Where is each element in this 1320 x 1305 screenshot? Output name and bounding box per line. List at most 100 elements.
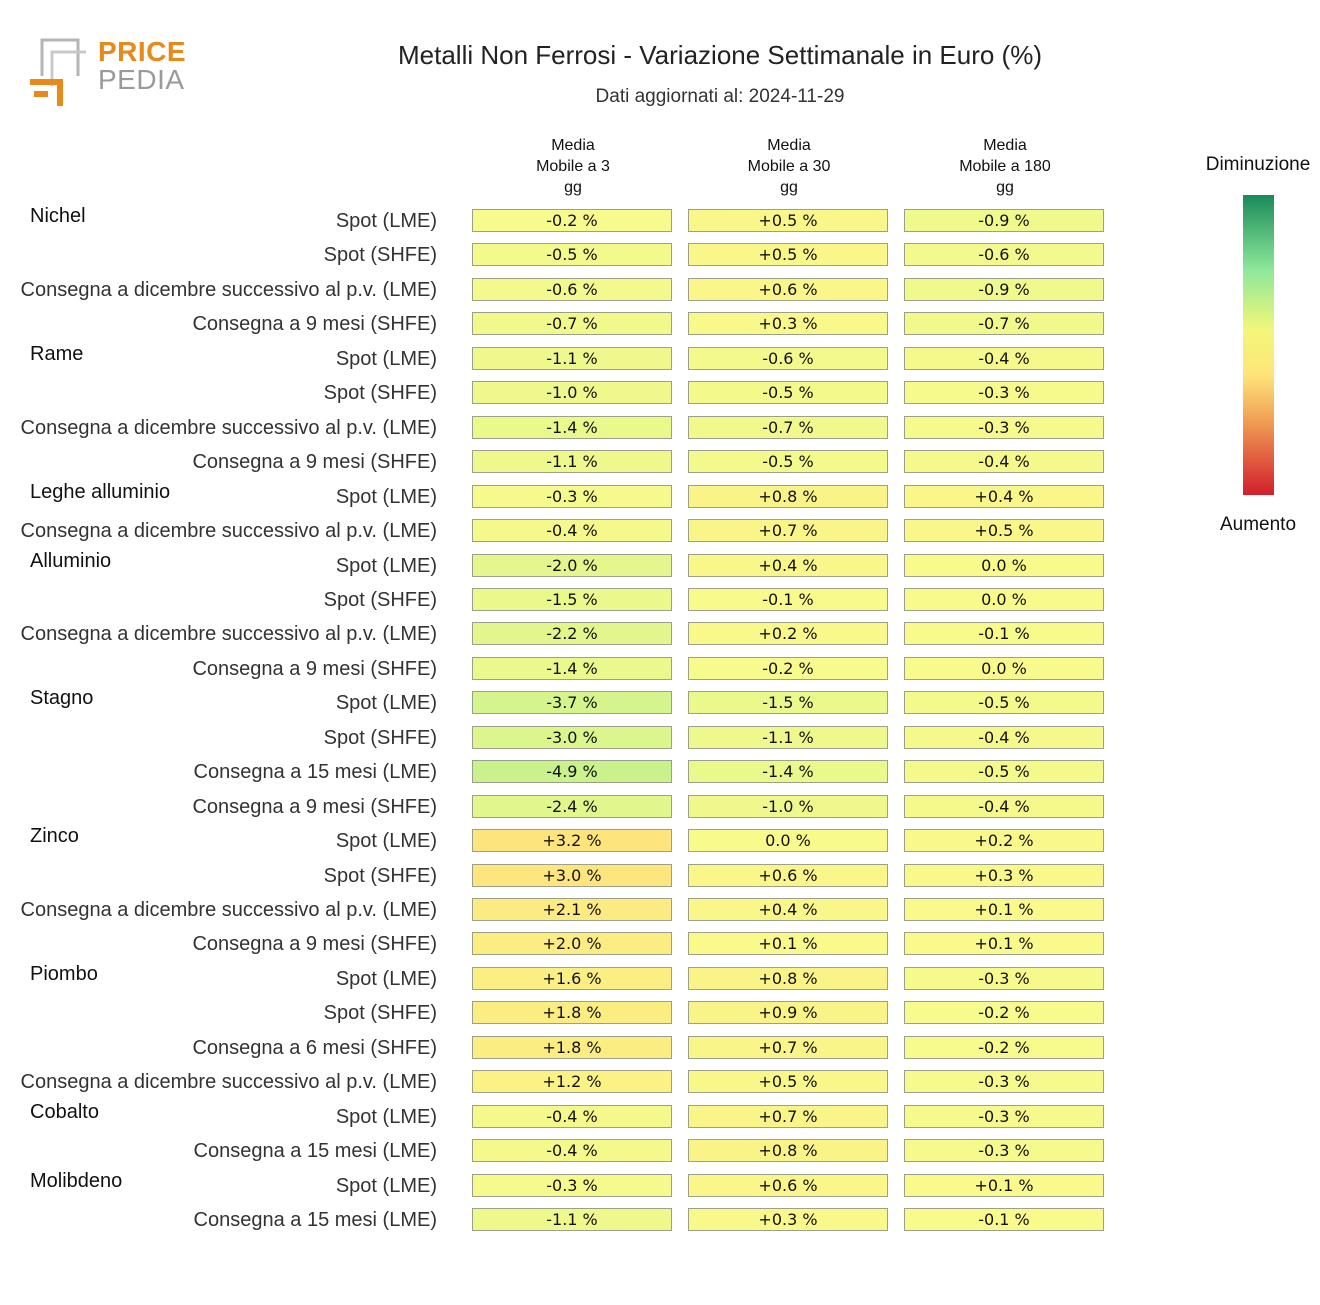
heatmap-cell: -0.3 %	[904, 1070, 1104, 1094]
heatmap-cell: +0.9 %	[688, 1001, 888, 1025]
group-label: Stagno	[30, 687, 94, 710]
row-label: Spot (SHFE)	[323, 382, 437, 405]
heatmap-cell: -1.5 %	[472, 587, 672, 611]
heatmap-cell: -0.9 %	[904, 277, 1104, 301]
heatmap-cell: -0.4 %	[472, 519, 672, 543]
heatmap-cell: -0.4 %	[904, 450, 1104, 474]
heatmap-cell: -0.1 %	[904, 622, 1104, 646]
heatmap-cell: -0.3 %	[472, 1173, 672, 1197]
heatmap-cell: +0.6 %	[688, 863, 888, 887]
group-label: Cobalto	[30, 1100, 99, 1123]
heatmap-cell: -1.1 %	[472, 450, 672, 474]
heatmap-cell: -1.0 %	[688, 794, 888, 818]
heatmap-cell: -0.3 %	[904, 966, 1104, 990]
row-label: Consegna a 9 mesi (SHFE)	[192, 313, 437, 336]
heatmap-cell: -1.4 %	[688, 760, 888, 784]
column-header-2: Media Mobile a 30 gg	[688, 135, 890, 198]
column-header-line: Mobile a 180	[959, 158, 1051, 175]
row-label: Consegna a dicembre successivo al p.v. (…	[20, 1071, 437, 1094]
logo-word-price: PRICE	[98, 36, 187, 67]
row-label: Consegna a dicembre successivo al p.v. (…	[20, 416, 437, 439]
column-header-line: gg	[780, 179, 798, 196]
row-label: Spot (SHFE)	[323, 726, 437, 749]
heatmap-cell: -0.3 %	[904, 415, 1104, 439]
heatmap-cell: +0.7 %	[688, 1104, 888, 1128]
row-label: Consegna a dicembre successivo al p.v. (…	[20, 899, 437, 921]
row-label: Spot (LME)	[335, 692, 437, 715]
column-header-line: Mobile a 3	[536, 158, 610, 175]
row-label: Spot (SHFE)	[323, 1002, 437, 1025]
heatmap-cell: -0.4 %	[904, 725, 1104, 749]
heatmap-cell: -0.3 %	[472, 484, 672, 508]
pricepedia-logo: PRICE PEDIA	[30, 36, 190, 112]
heatmap-cell: +0.4 %	[904, 484, 1104, 508]
row-label: Spot (LME)	[335, 1105, 437, 1128]
heatmap-cell: +3.0 %	[472, 863, 672, 887]
chart-title: Metalli Non Ferrosi - Variazione Settima…	[398, 40, 1042, 70]
row-label: Spot (LME)	[335, 554, 437, 577]
group-label: Alluminio	[30, 549, 112, 572]
heatmap-cell: -0.2 %	[688, 656, 888, 680]
heatmap-cell: -2.2 %	[472, 622, 672, 646]
heatmap-cell: -0.7 %	[472, 312, 672, 336]
row-label: Spot (LME)	[335, 347, 437, 370]
column-header-line: Media	[551, 137, 595, 154]
row-label: Consegna a 9 mesi (SHFE)	[192, 795, 437, 818]
heatmap-cell: +0.8 %	[688, 966, 888, 990]
row-label: Spot (LME)	[335, 210, 437, 232]
row-label: Spot (SHFE)	[323, 864, 437, 887]
column-header-3: Media Mobile a 180 gg	[904, 135, 1106, 198]
heatmap-cell: +0.5 %	[688, 209, 888, 232]
heatmap-cell: +3.2 %	[472, 829, 672, 853]
column-header-line: gg	[564, 179, 582, 196]
heatmap-cell: -0.5 %	[904, 691, 1104, 715]
heatmap-cell: +0.8 %	[688, 484, 888, 508]
row-label: Spot (LME)	[335, 485, 437, 508]
row-label: Consegna a dicembre successivo al p.v. (…	[20, 623, 437, 646]
heatmap-cell: -0.3 %	[904, 381, 1104, 405]
heatmap-cell: -0.6 %	[904, 243, 1104, 267]
heatmap-cell: +0.1 %	[688, 932, 888, 956]
heatmap-cell: -0.1 %	[904, 1208, 1104, 1232]
heatmap-cell: -0.4 %	[472, 1139, 672, 1163]
heatmap-cell: -0.2 %	[472, 209, 672, 232]
heatmap-cell: +0.2 %	[688, 622, 888, 646]
heatmap-cell: +1.8 %	[472, 1001, 672, 1025]
heatmap-cell: -1.4 %	[472, 415, 672, 439]
logo-mark-icon	[30, 38, 86, 106]
row-label: Spot (SHFE)	[323, 588, 437, 611]
heatmap-cell: +0.4 %	[688, 553, 888, 577]
heatmap-cell: +1.8 %	[472, 1035, 672, 1059]
heatmap-cell: -0.7 %	[904, 312, 1104, 336]
group-label: Nichel	[30, 205, 86, 227]
row-label: Spot (LME)	[335, 967, 437, 990]
column-header-line: Media	[983, 137, 1027, 154]
heatmap-cell: +1.6 %	[472, 966, 672, 990]
heatmap-cell: +2.0 %	[472, 932, 672, 956]
row-label: Consegna a dicembre successivo al p.v. (…	[20, 278, 437, 301]
heatmap-cell: +0.3 %	[904, 863, 1104, 887]
legend-bottom-label: Aumento	[1219, 514, 1297, 535]
row-label: Consegna a dicembre successivo al p.v. (…	[20, 520, 437, 543]
heatmap-cell: +0.7 %	[688, 1035, 888, 1059]
row-label: Spot (LME)	[335, 1174, 437, 1197]
heatmap-cell: +0.1 %	[904, 898, 1104, 921]
row-label: Consegna a 15 mesi (LME)	[193, 761, 437, 784]
group-label: Piombo	[30, 962, 98, 985]
column-header-line: Media	[767, 137, 811, 154]
heatmap-cell: +0.1 %	[904, 932, 1104, 956]
heatmap-cell: 0.0 %	[688, 829, 888, 853]
group-label: Molibdeno	[30, 1169, 123, 1192]
heatmap-cell: +0.3 %	[688, 1208, 888, 1232]
row-label: Consegna a 15 mesi (LME)	[193, 1209, 437, 1232]
heatmap-cell: -0.3 %	[904, 1139, 1104, 1163]
heatmap-cell: -0.9 %	[904, 209, 1104, 232]
row-label: Spot (SHFE)	[323, 244, 437, 267]
heatmap-cell: +0.7 %	[688, 519, 888, 543]
row-label: Consegna a 6 mesi (SHFE)	[192, 1036, 437, 1059]
row-label: Consegna a 9 mesi (SHFE)	[192, 451, 437, 474]
heatmap-cell: -3.7 %	[472, 691, 672, 715]
heatmap-cell: +0.2 %	[904, 829, 1104, 853]
heatmap-cell: +0.4 %	[688, 898, 888, 921]
row-label: Consegna a 9 mesi (SHFE)	[192, 933, 437, 956]
